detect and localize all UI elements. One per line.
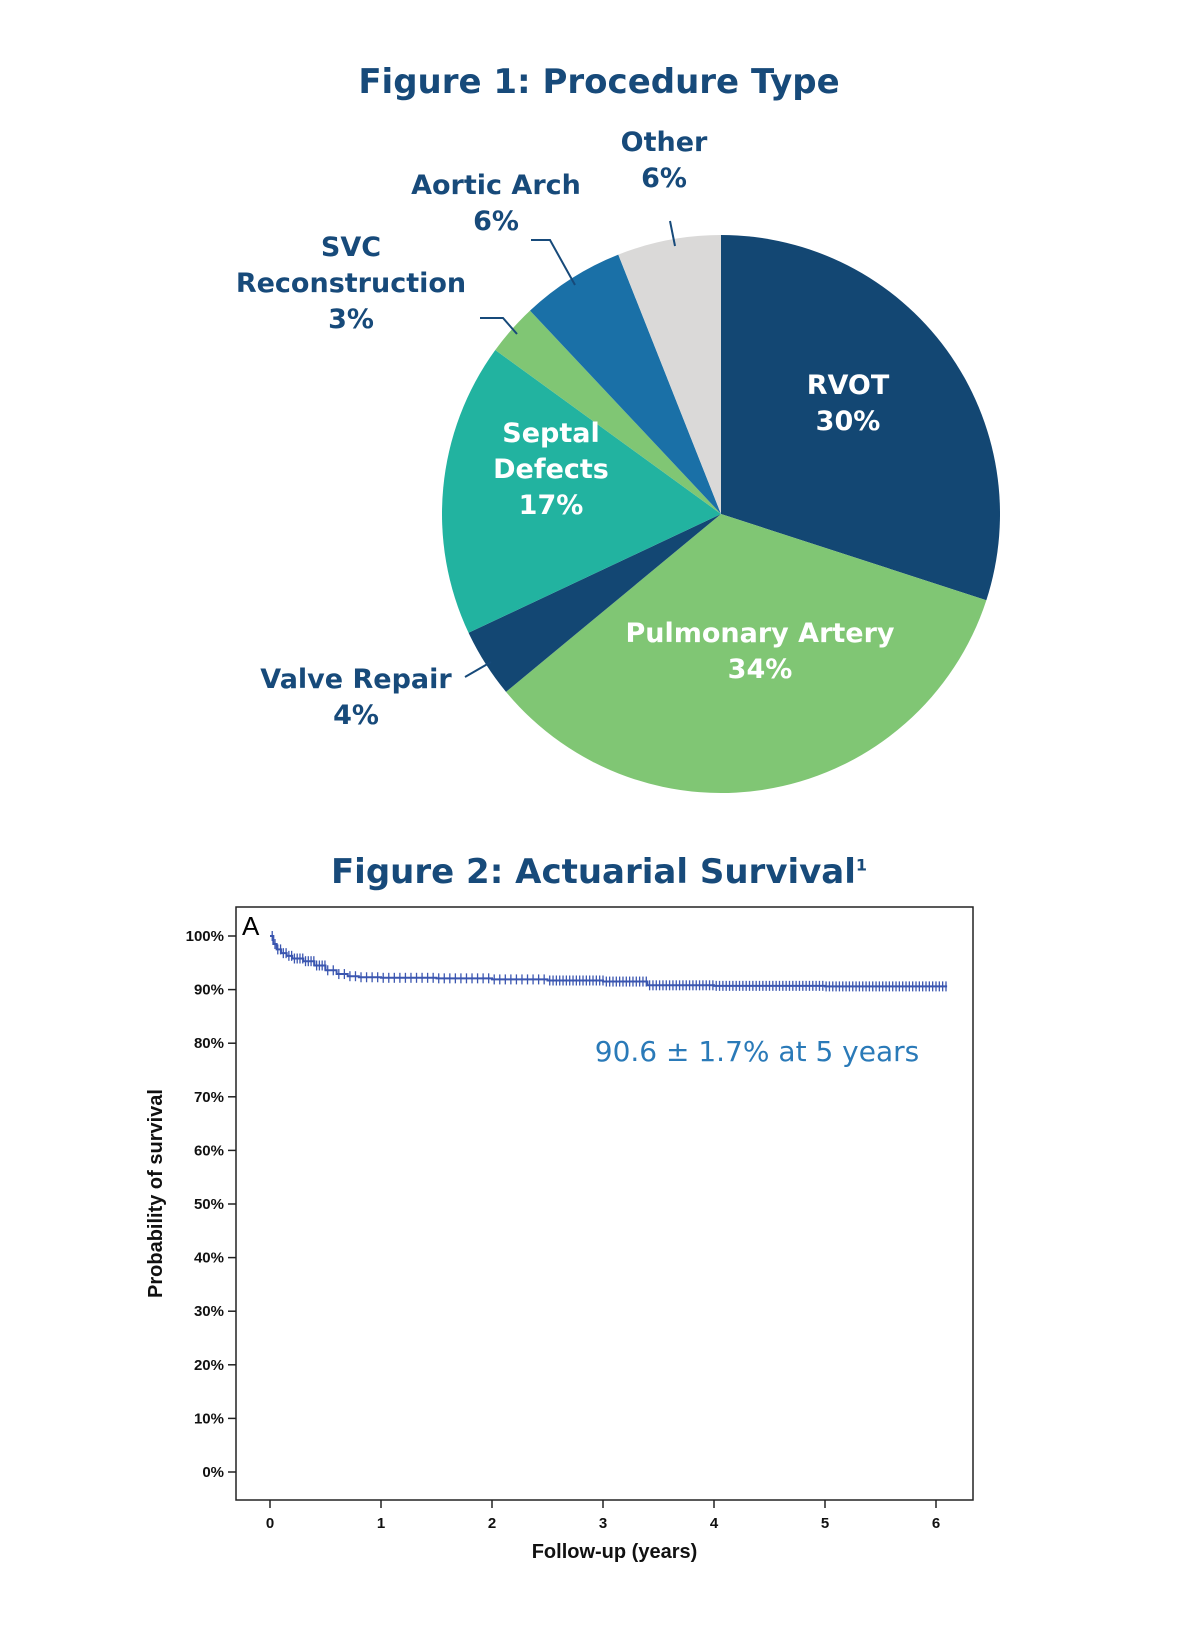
pie-value-aortic-arch: 6% (473, 206, 519, 237)
leader-line-other (669, 220, 676, 247)
pie-label-septal-defects: Defects (493, 454, 609, 485)
x-tick-label: 0 (266, 1515, 274, 1532)
x-tick-label: 2 (488, 1515, 496, 1532)
censor-marks (271, 931, 947, 992)
leader-line-aortic-arch (531, 239, 576, 286)
y-tick-label: 80% (194, 1035, 224, 1052)
pie-chart: RVOT 30% Pulmonary Artery 34% Valve Repair 4%… (236, 127, 1001, 794)
x-axis-title: Follow-up (years) (532, 1541, 698, 1563)
pie-label-pulmonary-artery: Pulmonary Artery (625, 618, 894, 649)
pie-slice-septal-defects (442, 350, 721, 633)
pie-slice-other (618, 235, 721, 514)
figure-2-title: Figure 2: Actuarial Survival1 (0, 852, 1198, 892)
survival-annotation: 90.6 ± 1.7% at 5 years (595, 1035, 919, 1068)
figure-1-title: Figure 1: Procedure Type (358, 62, 840, 102)
y-tick-label: 50% (194, 1196, 224, 1213)
leader-line-valve-repair (464, 661, 492, 678)
figure-2-title-text: Figure 2: Actuarial Survival (330, 852, 856, 892)
panel-label: A (242, 911, 260, 941)
figure-2-title-footnote: 1 (855, 855, 868, 875)
pie-value-svc-reconstruction: 3% (328, 304, 374, 335)
y-tick-label: 70% (194, 1089, 224, 1106)
survival-curve (270, 935, 948, 988)
pie-label-aortic-arch: Aortic Arch (411, 170, 581, 201)
pie-value-valve-repair: 4% (333, 700, 379, 731)
pie-value-pulmonary-artery: 34% (728, 654, 793, 685)
y-tick-label: 60% (194, 1142, 224, 1159)
leader-line-svc-reconstruction (480, 317, 518, 335)
pie-label-septal-defects: Septal (502, 418, 599, 449)
y-tick-label: 0% (202, 1464, 224, 1481)
y-axis-title: Probability of survival (145, 1089, 167, 1298)
x-tick-label: 1 (377, 1515, 385, 1532)
x-tick-label: 3 (599, 1515, 607, 1532)
x-tick-label: 5 (821, 1515, 829, 1532)
pie-slice-aortic-arch (530, 254, 721, 515)
pie-slice-pulmonary-artery (506, 514, 987, 794)
pie-slice-valve-repair (468, 514, 721, 692)
pie-value-rvot: 30% (816, 406, 881, 437)
y-tick-label: 20% (194, 1357, 224, 1374)
pie-slice-svc-reconstruction (495, 310, 721, 514)
y-tick-label: 10% (194, 1410, 224, 1427)
y-tick-label: 90% (194, 982, 224, 999)
pie-label-svc-reconstruction: Reconstruction (236, 268, 466, 299)
y-tick-label: 100% (186, 928, 224, 945)
pie-value-other: 6% (641, 163, 687, 194)
x-tick-label: 4 (710, 1515, 719, 1532)
y-tick-label: 30% (194, 1303, 224, 1320)
pie-label-rvot: RVOT (807, 370, 890, 401)
pie-slice-rvot (721, 235, 1001, 601)
pie-label-svc-reconstruction: SVC (321, 232, 381, 263)
pie-value-septal-defects: 17% (519, 490, 584, 521)
x-tick-label: 6 (932, 1515, 940, 1532)
pie-label-valve-repair: Valve Repair (260, 664, 452, 695)
pie-label-other: Other (621, 127, 708, 158)
y-tick-label: 40% (194, 1250, 224, 1267)
plot-frame (235, 906, 974, 1501)
